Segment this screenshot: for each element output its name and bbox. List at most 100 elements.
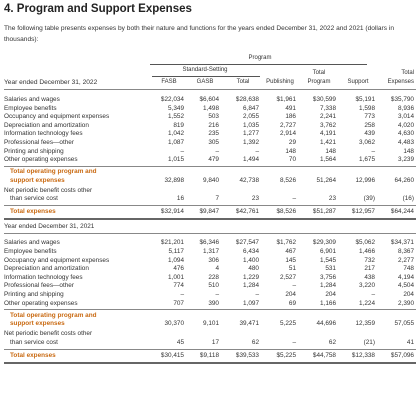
- cell-value: $30,415: [160, 351, 184, 359]
- cell-value: 204: [285, 290, 296, 298]
- row-label: Professional fees—other: [4, 139, 74, 146]
- cell-value: 1,087: [168, 139, 184, 146]
- cell-value: $6,346: [199, 239, 219, 247]
- cell-value: 51: [288, 265, 296, 273]
- header-total-program-2: Program: [307, 79, 331, 85]
- header-total-ss: Total: [236, 79, 250, 85]
- cell-value: 9,101: [203, 320, 219, 328]
- cell-value: 5,225: [280, 320, 296, 328]
- cell-value: 1,421: [320, 139, 336, 146]
- row-label: Salaries and wages: [4, 96, 60, 103]
- cell-value: 467: [285, 247, 296, 255]
- cell-value: 235: [208, 130, 219, 138]
- total-rule: [4, 348, 416, 350]
- cell-value: $12,338: [351, 351, 375, 359]
- cell-value: 1,545: [320, 256, 336, 264]
- row-label: Printing and shipping: [4, 147, 64, 155]
- cell-value: 4,194: [398, 273, 414, 281]
- cell-value: 510: [208, 282, 219, 290]
- cell-value: 30,370: [164, 320, 184, 328]
- cell-value: –: [255, 147, 259, 155]
- cell-value: –: [215, 147, 219, 155]
- cell-value: 228: [208, 273, 219, 281]
- row-label: Employee benefits: [4, 104, 57, 112]
- header-total-expenses-1: Total: [401, 70, 414, 76]
- cell-value: 4,020: [398, 121, 414, 129]
- cell-value: 1,224: [359, 299, 375, 307]
- header-total-program-1: Total: [312, 70, 326, 76]
- cell-value: $44,758: [312, 351, 336, 359]
- cell-value: 6,901: [320, 247, 336, 255]
- cell-value: $42,761: [235, 208, 259, 216]
- pension-label-line1: Net periodic benefit costs other: [4, 186, 93, 194]
- cell-value: 1,317: [203, 247, 219, 255]
- cell-value: 1,498: [203, 104, 219, 112]
- cell-value: $28,638: [235, 96, 259, 103]
- cell-value: –: [255, 290, 259, 298]
- cell-value: 4,191: [320, 130, 336, 138]
- cell-value: 258: [364, 121, 375, 129]
- header-fasb: FASB: [161, 79, 177, 85]
- cell-value: –: [215, 290, 219, 298]
- cell-value: 1,400: [243, 256, 259, 264]
- cell-value: $27,547: [235, 239, 259, 247]
- cell-value: 16: [176, 195, 184, 203]
- cell-value: 7: [215, 195, 219, 203]
- cell-value: 51,264: [316, 176, 336, 184]
- cell-value: 819: [173, 121, 184, 129]
- cell-value: 3,220: [359, 282, 375, 290]
- cell-value: 774: [173, 282, 184, 290]
- cell-value: 1,494: [243, 156, 259, 164]
- header-year-2021: Year ended December 31, 2021: [4, 223, 95, 231]
- cell-value: $57,096: [390, 351, 414, 359]
- year-2021-rule: [4, 233, 416, 235]
- cell-value: 3,014: [398, 113, 414, 121]
- cell-value: 1,466: [359, 247, 375, 255]
- total-expenses-label: Total expenses: [10, 208, 56, 216]
- cell-value: 148: [285, 147, 296, 155]
- cell-value: 1,284: [243, 282, 259, 290]
- cell-value: 1,166: [320, 299, 336, 307]
- cell-value: 3,756: [320, 273, 336, 281]
- cell-value: 1,229: [243, 273, 259, 281]
- total-rule: [4, 205, 416, 207]
- cell-value: $5,191: [355, 96, 375, 103]
- row-label: Professional fees—other: [4, 282, 74, 290]
- cell-value: 3,062: [359, 139, 375, 146]
- cell-value: –: [180, 147, 184, 155]
- subtotal-rule: [4, 165, 416, 167]
- cell-value: 8,526: [280, 176, 296, 184]
- cell-value: 479: [208, 156, 219, 164]
- cell-value: 9,840: [203, 176, 219, 184]
- cell-value: $1,762: [276, 239, 296, 247]
- cell-value: $29,309: [312, 239, 336, 247]
- cell-value: 2,727: [280, 121, 296, 129]
- cell-value: 204: [403, 290, 414, 298]
- subtotal-label-line1: Total operating program and: [10, 311, 97, 319]
- cell-value: 17: [211, 338, 219, 346]
- row-label: Depreciation and amortization: [4, 121, 89, 129]
- cell-value: 480: [248, 265, 259, 273]
- cell-value: 1,042: [168, 130, 184, 138]
- header-program-rule: [150, 64, 367, 65]
- cell-value: 148: [325, 147, 336, 155]
- header-standard-setting: Standard-Setting: [182, 67, 228, 73]
- pension-label-line2: than service cost: [10, 338, 58, 346]
- cell-value: 4: [215, 265, 219, 273]
- cell-value: 148: [403, 147, 414, 155]
- cell-value: 41: [406, 338, 414, 346]
- cell-value: 5,349: [168, 104, 184, 112]
- subtotal-label-line1: Total operating program and: [10, 168, 97, 176]
- cell-value: 4,504: [398, 282, 414, 290]
- cell-value: 1,094: [168, 256, 184, 264]
- cell-value: $51,287: [312, 208, 336, 216]
- cell-value: 3,762: [320, 121, 336, 129]
- pension-label-line2: than service cost: [10, 195, 58, 203]
- subtotal-label-line2: support expenses: [10, 176, 65, 184]
- cell-value: 44,696: [316, 320, 336, 328]
- cell-value: –: [371, 147, 375, 155]
- cell-value: 23: [251, 195, 259, 203]
- cell-value: $30,599: [312, 96, 336, 103]
- row-label: Information technology fees: [4, 273, 83, 281]
- cell-value: 42,738: [239, 176, 259, 184]
